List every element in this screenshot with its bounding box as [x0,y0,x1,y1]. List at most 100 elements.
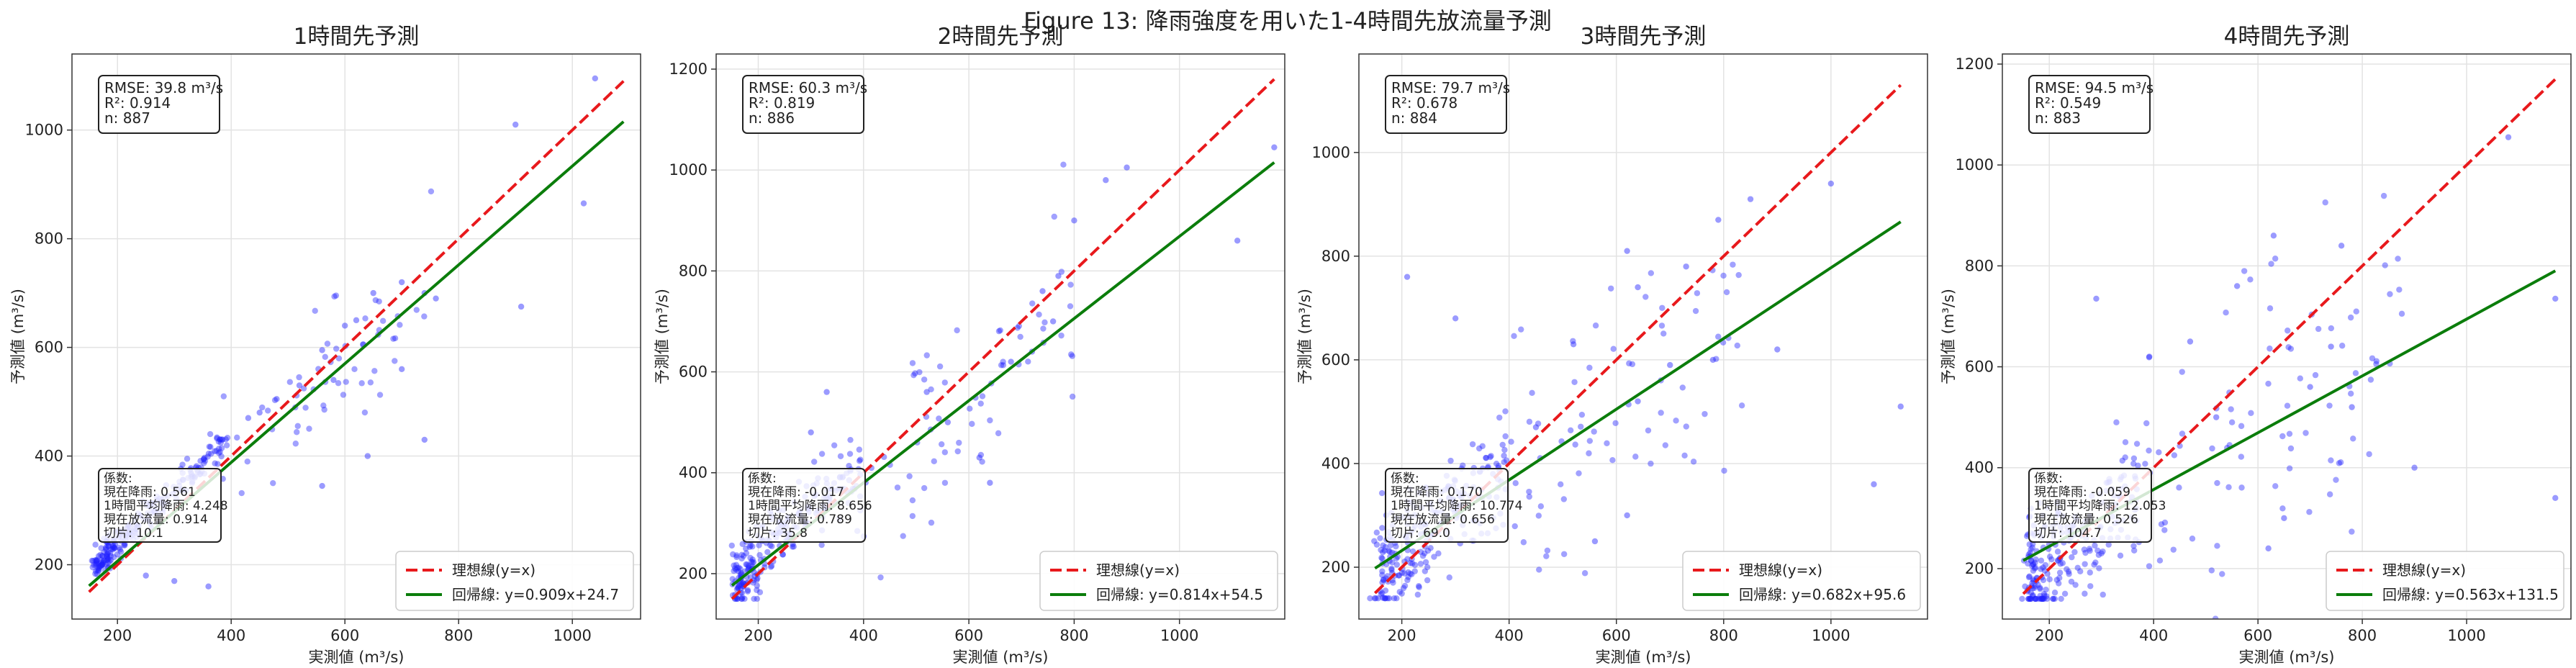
scatter-point [1709,356,1717,364]
scatter-point [746,564,752,571]
scatter-point [2042,561,2049,569]
scatter-point [1398,569,1406,576]
scatter-point [99,561,105,568]
scatter-point [1234,238,1241,244]
scatter-point [1526,488,1532,495]
scatter-point [98,563,104,569]
scatter-point [2071,549,2078,556]
scatter-point [89,557,96,564]
scatter-point [2040,595,2046,602]
scatter-point [2265,380,2272,387]
scatter-point [111,544,117,551]
scatter-point [2170,546,2177,553]
scatter-point [2082,549,2089,556]
scatter-point [205,583,212,590]
stats-line: RMSE: 79.7 m³/s [1391,79,1510,96]
coef-line: 現在降雨: -0.017 [748,485,844,500]
scatter-point [2287,346,2295,352]
legend: 理想線(y=x) 回帰線: y=0.682x+95.6 [1682,551,1921,611]
scatter-point [1417,549,1424,555]
scatter-point [1532,624,1538,630]
scatter-point [94,571,100,577]
scatter-point [2064,566,2070,572]
stats-line: n: 883 [2035,109,2081,127]
scatter-point [910,371,917,379]
scatter-point [1662,442,1669,448]
scatter-point [2028,595,2035,602]
panel-title: 1時間先予測 [294,24,420,50]
scatter-point [748,559,755,565]
scatter-point [1667,361,1673,369]
x-tick-label: 600 [2243,627,2272,644]
scatter-point [2286,465,2293,471]
scatter-point [1382,595,1389,602]
scatter-point [270,479,276,487]
scatter-point [1417,561,1424,567]
scatter-point [736,582,743,589]
scatter-point [324,340,331,347]
scatter-point [744,587,751,594]
scatter-point [1570,341,1577,348]
scatter-point [104,553,110,559]
y-tick-label: 200 [35,556,63,574]
scatter-point [2279,623,2284,629]
scatter-point [2268,261,2274,267]
scatter-point [2411,464,2418,471]
scatter-point [580,200,587,207]
scatter-point [362,315,369,322]
scatter-point [1544,547,1551,554]
scatter-point [877,574,884,581]
scatter-point [1379,525,1386,531]
coef-line: 切片: 10.1 [104,526,163,541]
scatter-point [1720,272,1727,279]
scatter-point [1526,493,1532,500]
y-tick-label: 600 [1321,351,1350,369]
scatter-point [2265,545,2272,552]
scatter-point [954,327,960,334]
scatter-point [179,461,186,468]
scatter-point [1069,393,1076,400]
scatter-point [219,436,225,443]
scatter-point [734,564,741,572]
scatter-point [2179,369,2185,375]
legend-regression-label: 回帰線: y=0.682x+95.6 [1739,586,1906,603]
scatter-point [2096,565,2102,572]
scatter-point [104,559,112,566]
scatter-point [2284,402,2291,409]
scatter-point [1036,311,1042,318]
scatter-point [736,564,742,571]
stats-line: R²: 0.678 [1391,94,1458,112]
scatter-point [2027,595,2033,602]
scatter-point [2322,199,2328,206]
scatter-point [1422,568,1429,574]
scatter-point [1389,549,1396,556]
scatter-point [2022,583,2028,590]
coef-line: 1時間平均降雨: 8.656 [748,499,872,513]
scatter-point [2043,586,2049,593]
scatter-point [2396,286,2403,293]
scatter-point [2032,564,2038,571]
scatter-point [1518,326,1524,333]
scatter-point [1380,549,1386,556]
scatter-point [808,429,814,435]
scatter-point [1469,441,1476,448]
scatter-point [2209,445,2215,452]
scatter-point [2028,557,2035,564]
scatter-point [2031,565,2038,572]
scatter-point [2228,419,2236,425]
scatter-point [1409,548,1416,555]
scatter-point [93,560,100,567]
scatter-point [2387,291,2393,297]
scatter-point [735,583,742,590]
scatter-point [987,417,993,424]
scatter-point [95,565,101,572]
scatter-point [512,121,519,128]
scatter-point [1380,595,1386,601]
scatter-point [2338,243,2345,249]
scatter-point [741,595,748,602]
scatter-point [2373,361,2380,367]
y-axis-label: 予測値 (m³/s) [9,289,27,384]
scatter-point [2146,563,2153,569]
scatter-point [1071,217,1077,224]
